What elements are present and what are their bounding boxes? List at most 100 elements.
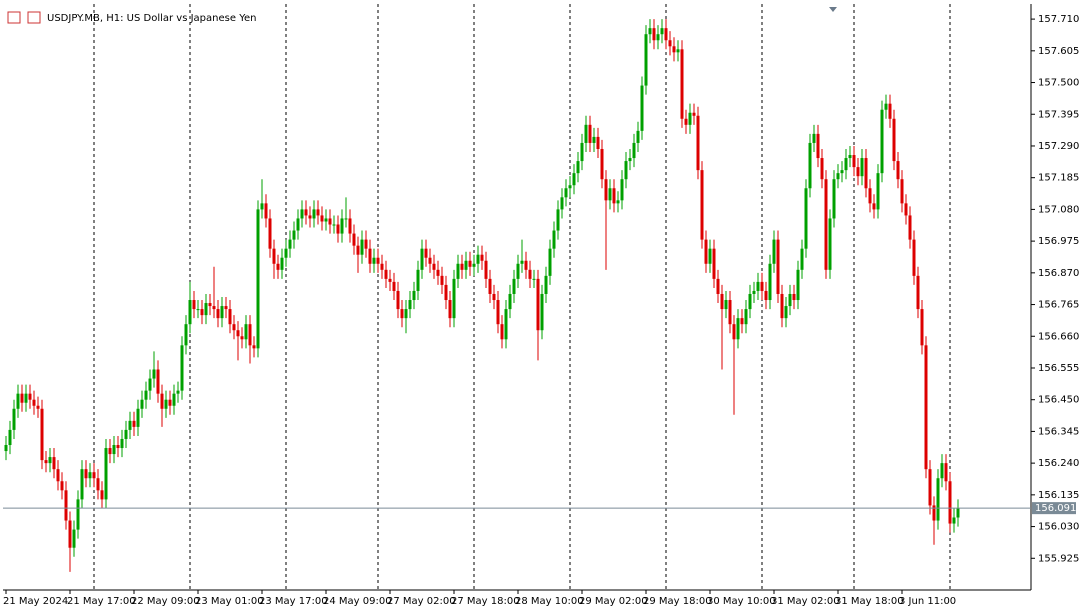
candle-body bbox=[208, 303, 212, 307]
candle-body bbox=[640, 85, 644, 131]
candle-body bbox=[108, 448, 112, 455]
candle-body bbox=[352, 233, 356, 246]
candle-body bbox=[864, 158, 868, 189]
candle-body bbox=[804, 188, 808, 249]
candle-body bbox=[652, 28, 656, 41]
x-tick-label: 22 May 09:00 bbox=[131, 596, 200, 607]
candle-body bbox=[484, 260, 488, 279]
candle-body bbox=[204, 303, 208, 316]
candle-body bbox=[944, 463, 948, 482]
candle-body bbox=[428, 257, 432, 264]
candle-body bbox=[584, 124, 588, 143]
candle-body bbox=[200, 309, 204, 316]
candle-body bbox=[88, 472, 92, 479]
candle-body bbox=[656, 34, 660, 41]
candle-body bbox=[364, 239, 368, 249]
candle-body bbox=[604, 179, 608, 201]
candle-body bbox=[396, 290, 400, 310]
x-tick-label: 29 May 18:00 bbox=[643, 596, 712, 607]
candle-body bbox=[68, 520, 72, 548]
x-tick-label: 23 May 01:00 bbox=[195, 596, 264, 607]
candle-body bbox=[516, 263, 520, 279]
candle-body bbox=[784, 306, 788, 319]
candle-body bbox=[92, 472, 96, 479]
candle-body bbox=[636, 130, 640, 143]
candle-body bbox=[80, 469, 84, 500]
candle-body bbox=[156, 369, 160, 394]
candle-body bbox=[348, 218, 352, 234]
candle-body bbox=[76, 499, 80, 530]
candle-body bbox=[56, 469, 60, 482]
candle-body bbox=[504, 309, 508, 340]
candle-body bbox=[508, 293, 512, 310]
y-tick-label: 156.660 bbox=[1038, 331, 1079, 342]
candle-body bbox=[464, 260, 468, 270]
candle-body bbox=[612, 188, 616, 204]
candle-body bbox=[600, 148, 604, 180]
y-tick-label: 156.135 bbox=[1038, 490, 1079, 501]
candle-body bbox=[236, 330, 240, 337]
candle-body bbox=[136, 408, 140, 427]
candle-body bbox=[588, 124, 592, 143]
candle-body bbox=[552, 230, 556, 249]
candle-body bbox=[924, 345, 928, 470]
candle-body bbox=[216, 309, 220, 319]
candle-body bbox=[660, 28, 664, 35]
candle-body bbox=[868, 188, 872, 204]
candle-body bbox=[900, 179, 904, 204]
candle-body bbox=[308, 215, 312, 219]
candle-body bbox=[680, 49, 684, 119]
candle-body bbox=[932, 505, 936, 521]
candle-body bbox=[856, 167, 860, 177]
candle-body bbox=[912, 239, 916, 276]
candle-body bbox=[180, 345, 184, 391]
candle-body bbox=[252, 345, 256, 349]
icon bbox=[27, 11, 41, 24]
candle-body bbox=[288, 239, 292, 249]
candle-body bbox=[704, 239, 708, 264]
candle-body bbox=[456, 263, 460, 279]
candle-body bbox=[220, 306, 224, 319]
candle-body bbox=[244, 324, 248, 340]
candle-body bbox=[724, 300, 728, 310]
candle-body bbox=[72, 529, 76, 548]
candle-body bbox=[536, 278, 540, 331]
current-price-label: 156.091 bbox=[1035, 503, 1076, 514]
candle-body bbox=[832, 179, 836, 219]
candle-body bbox=[392, 281, 396, 291]
candle-body bbox=[696, 115, 700, 171]
candle-body bbox=[628, 158, 632, 162]
candle-body bbox=[176, 390, 180, 394]
candle-body bbox=[124, 429, 128, 439]
candle-body bbox=[224, 306, 228, 310]
candle-body bbox=[500, 324, 504, 340]
candle-body bbox=[904, 203, 908, 216]
candle-body bbox=[476, 254, 480, 264]
candle-body bbox=[300, 209, 304, 219]
candle-body bbox=[720, 293, 724, 310]
candle-body bbox=[788, 293, 792, 307]
candle-body bbox=[196, 309, 200, 311]
candle-body bbox=[644, 34, 648, 86]
candle-body bbox=[668, 40, 672, 47]
candle-body bbox=[104, 448, 108, 500]
candle-body bbox=[32, 399, 36, 406]
candle-body bbox=[232, 324, 236, 331]
candle-body bbox=[400, 309, 404, 319]
candle-body bbox=[112, 445, 116, 455]
y-tick-label: 157.395 bbox=[1038, 109, 1079, 120]
candle-body bbox=[596, 136, 600, 149]
candle-body bbox=[440, 275, 444, 285]
candle-body bbox=[84, 469, 88, 479]
candle-body bbox=[468, 260, 472, 267]
x-tick-label: 21 May 17:00 bbox=[67, 596, 136, 607]
candle-body bbox=[676, 49, 680, 53]
candle-body bbox=[728, 300, 732, 325]
candle-body bbox=[744, 309, 748, 325]
x-tick-label: 30 May 10:00 bbox=[707, 596, 776, 607]
candle-body bbox=[344, 218, 348, 220]
candle-body bbox=[40, 408, 44, 461]
candle-body bbox=[828, 218, 832, 270]
y-tick-label: 157.080 bbox=[1038, 204, 1079, 215]
candle-body bbox=[952, 517, 956, 524]
